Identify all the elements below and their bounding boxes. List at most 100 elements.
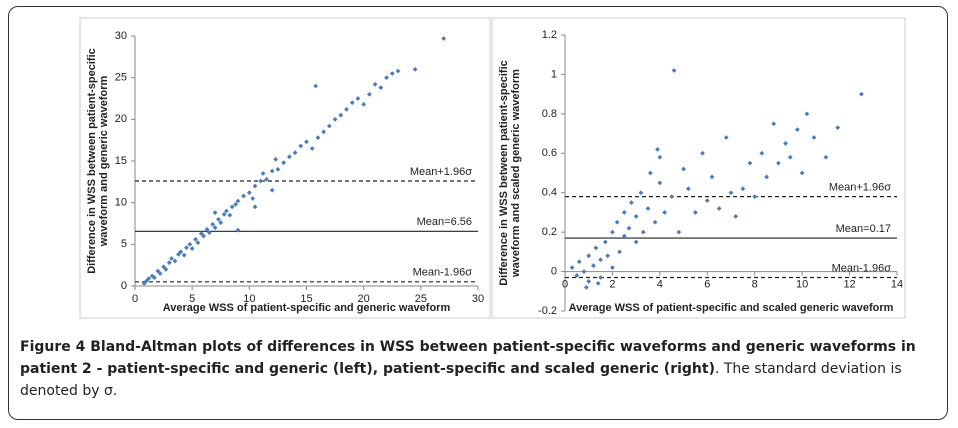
x-tick-label: 12 <box>843 278 855 290</box>
y-tick-label: 0.8 <box>542 108 557 120</box>
point <box>152 275 157 281</box>
point <box>412 66 418 72</box>
point <box>264 176 269 182</box>
point <box>740 186 746 192</box>
point <box>181 252 187 258</box>
point <box>799 170 805 176</box>
point <box>361 101 367 107</box>
x-tick-label: 8 <box>752 278 758 290</box>
point <box>610 265 615 271</box>
point <box>355 96 361 101</box>
y-tick-label: 1.2 <box>542 29 557 41</box>
point <box>633 213 639 219</box>
point <box>338 112 344 118</box>
point <box>229 204 235 210</box>
point <box>269 187 275 193</box>
point <box>292 150 298 156</box>
y-tick-label: 0.2 <box>542 226 557 238</box>
point <box>733 213 739 219</box>
point <box>315 135 321 141</box>
point <box>598 257 603 263</box>
point <box>216 216 221 222</box>
point <box>655 146 660 152</box>
point <box>201 233 206 239</box>
y-tick-label: 10 <box>115 197 127 209</box>
point <box>157 271 163 276</box>
reference-label: Mean=0.17 <box>836 223 891 235</box>
x-tick-label: 0 <box>562 278 568 290</box>
point <box>602 239 608 245</box>
point <box>281 160 287 166</box>
point <box>583 284 589 290</box>
point <box>662 210 667 215</box>
point <box>595 281 601 286</box>
point <box>614 219 620 225</box>
point <box>286 154 292 160</box>
point <box>210 221 216 227</box>
point <box>389 71 395 76</box>
point <box>640 229 646 235</box>
point <box>366 91 372 97</box>
point <box>298 143 304 149</box>
point <box>224 208 229 214</box>
point <box>693 210 698 215</box>
point <box>258 178 264 184</box>
point <box>716 206 722 211</box>
y-tick-label: 25 <box>115 72 127 84</box>
point <box>184 245 189 251</box>
point <box>169 256 174 261</box>
point <box>193 236 198 242</box>
x-tick-label: 2 <box>609 278 615 290</box>
point <box>647 170 653 176</box>
x-tick-label: 15 <box>300 293 312 305</box>
y-tick-label: -0.2 <box>538 305 557 317</box>
point <box>586 253 592 259</box>
point <box>621 210 627 215</box>
point <box>593 245 599 251</box>
point <box>610 229 615 235</box>
point <box>671 68 677 73</box>
point <box>598 275 603 280</box>
y-tick-label: 0 <box>551 265 557 277</box>
y-tick-label: 0 <box>121 280 127 292</box>
point <box>783 141 788 146</box>
point <box>233 201 239 207</box>
point <box>723 135 729 140</box>
point <box>163 266 169 272</box>
point <box>252 183 258 189</box>
point <box>771 121 777 127</box>
y-tick-label: 20 <box>115 113 127 125</box>
point <box>260 171 266 176</box>
point <box>759 150 765 156</box>
point <box>645 206 651 211</box>
y-axis-title: waveform and scaled generic waveform <box>510 69 522 278</box>
point <box>178 249 184 255</box>
reference-label: Mean+1.96σ <box>829 182 891 194</box>
point <box>241 193 247 199</box>
point <box>275 166 281 172</box>
point <box>187 241 193 247</box>
point <box>252 204 258 210</box>
point <box>704 198 710 203</box>
point <box>273 156 279 162</box>
point <box>681 166 686 172</box>
point <box>189 246 195 251</box>
point <box>776 160 781 166</box>
x-tick-label: 6 <box>704 278 710 290</box>
point <box>269 168 275 174</box>
point <box>441 36 447 41</box>
point <box>332 116 338 122</box>
y-tick-label: 5 <box>121 238 127 250</box>
point <box>787 154 793 160</box>
caption-bold: Figure 4 Bland-Altman plots of differenc… <box>20 339 916 377</box>
point <box>621 233 627 239</box>
point <box>326 123 332 129</box>
panel <box>491 17 906 319</box>
point <box>155 268 161 274</box>
point <box>811 135 817 140</box>
point <box>657 154 663 160</box>
x-tick-label: 10 <box>243 293 255 305</box>
point <box>235 198 241 204</box>
point <box>395 68 401 74</box>
caption-text: . The standard deviation is denoted by σ… <box>20 361 902 399</box>
